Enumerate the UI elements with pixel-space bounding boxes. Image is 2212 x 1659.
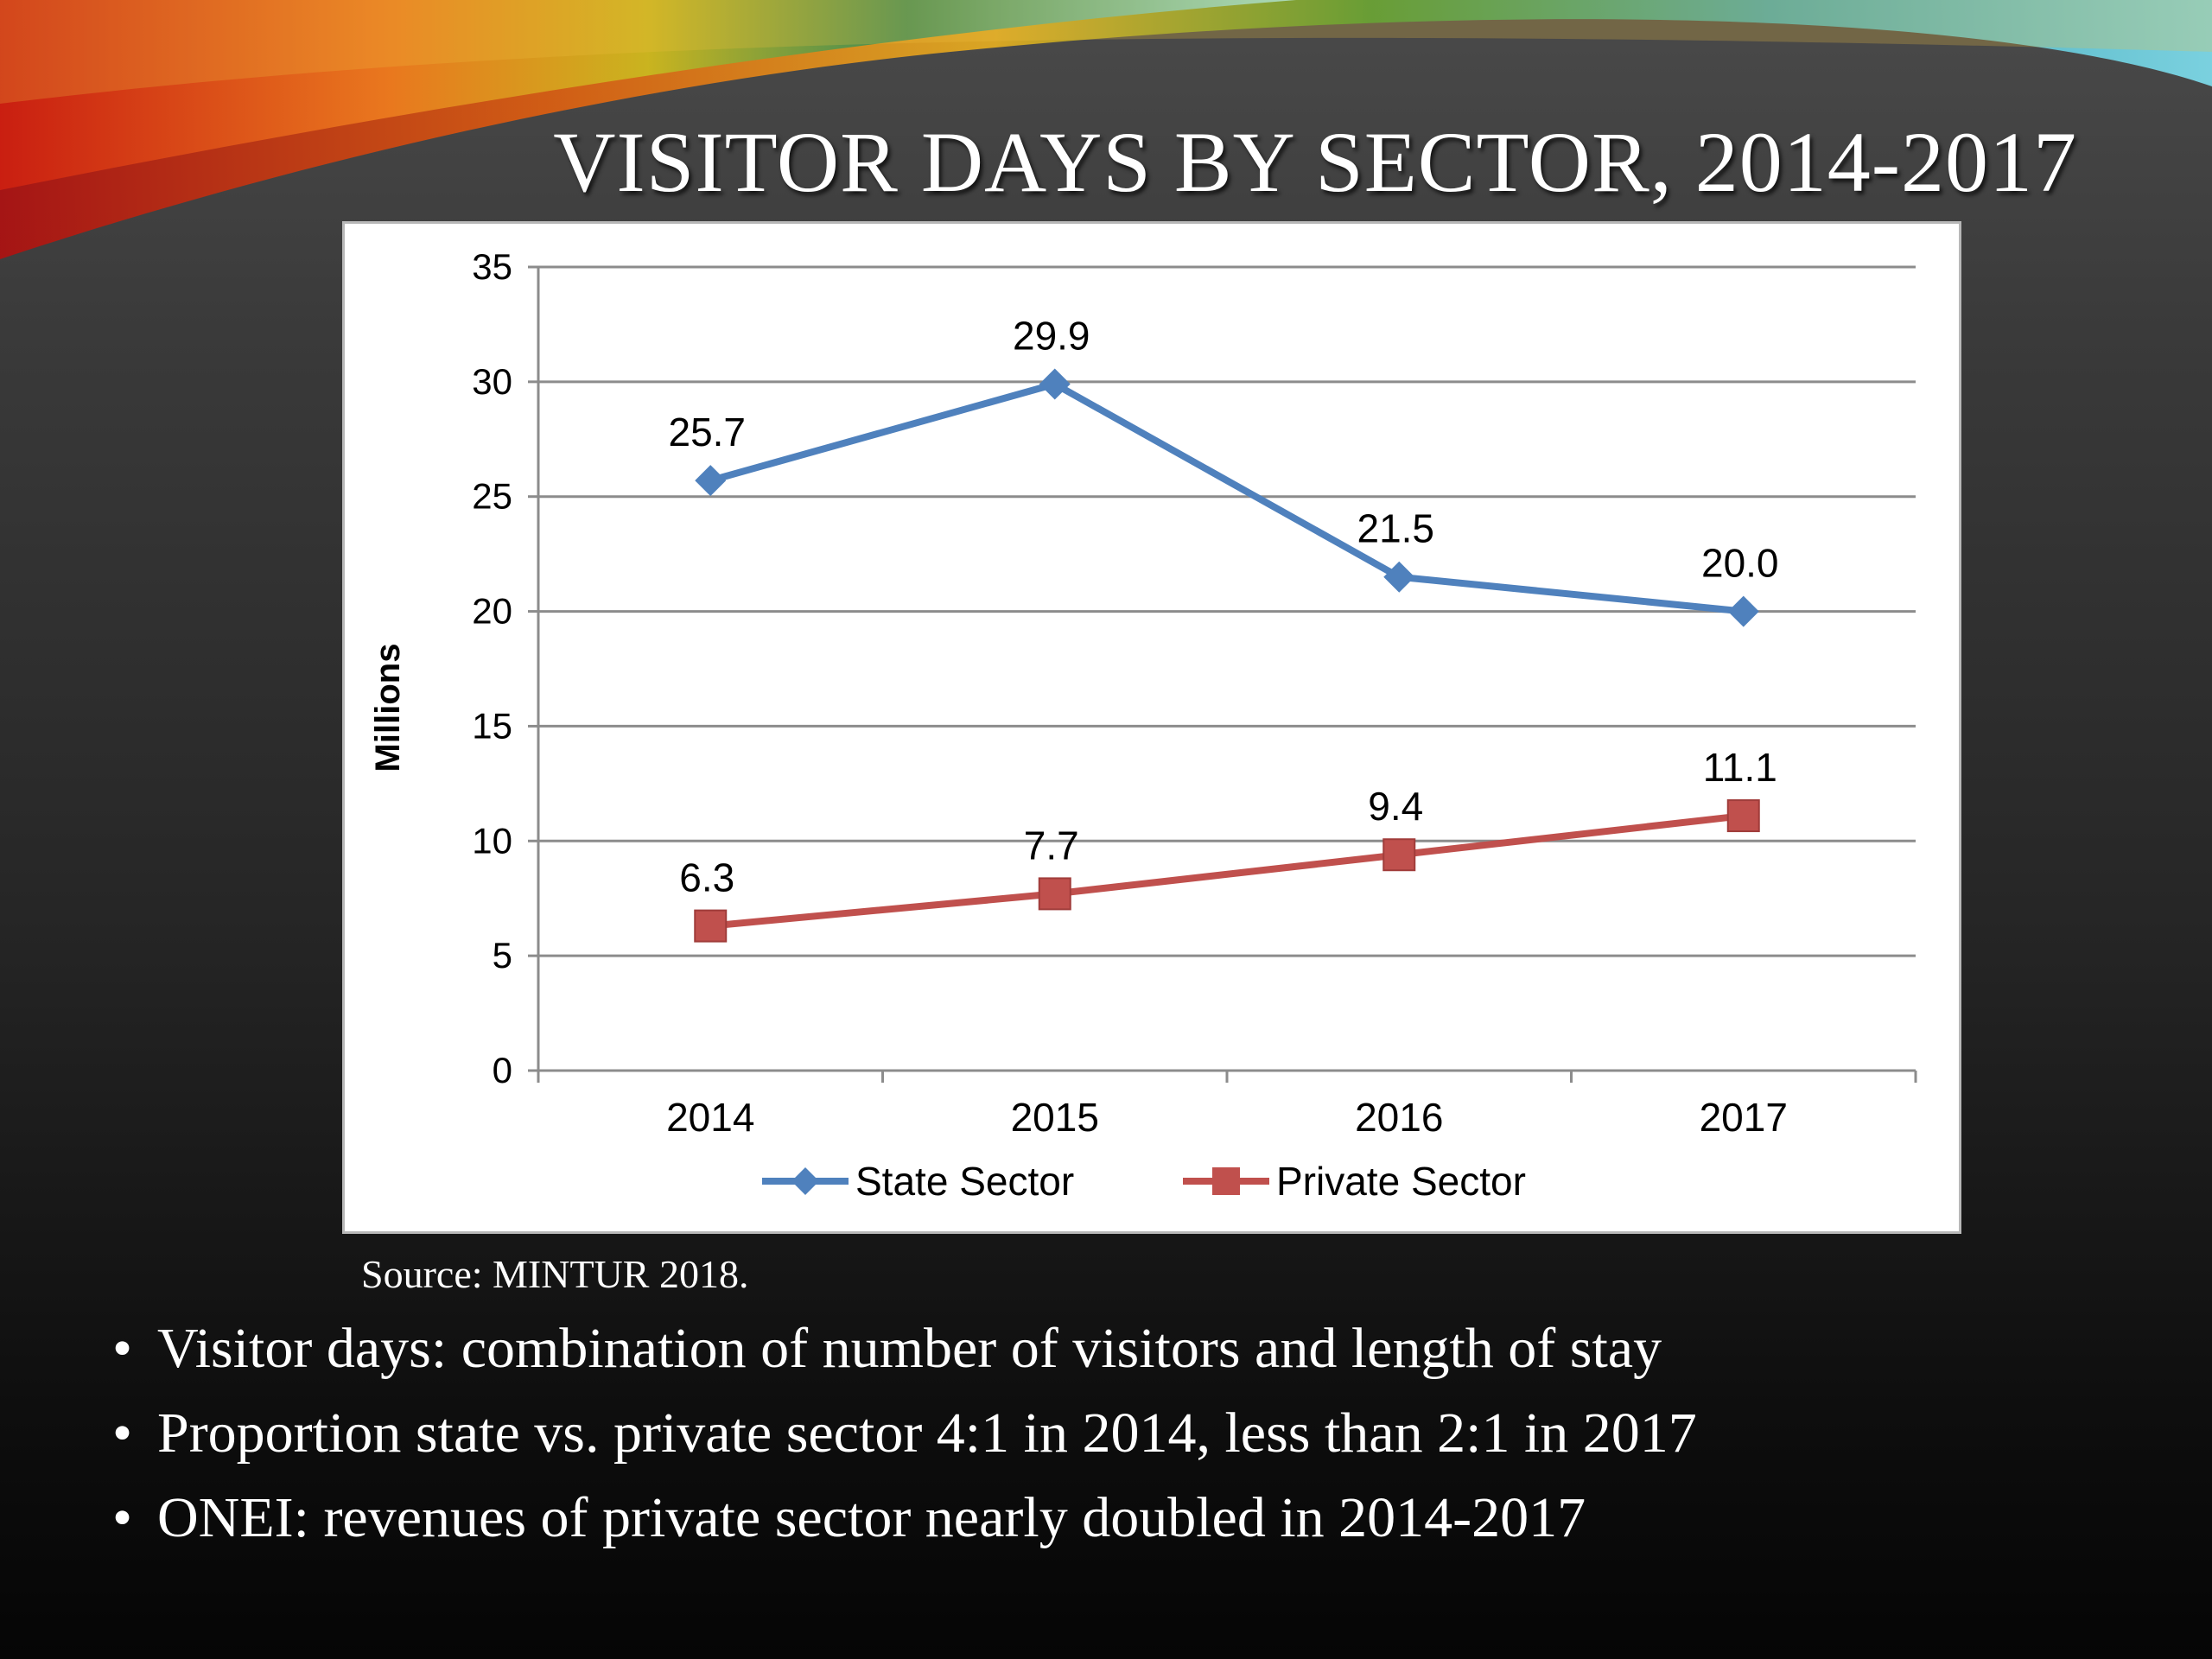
data-point-diamond (1383, 561, 1415, 593)
x-tick-label: 2017 (1700, 1095, 1788, 1140)
data-point-diamond (1727, 595, 1759, 627)
series-line (709, 380, 1745, 615)
bullet-item: • ONEI: revenues of private sector nearly… (112, 1476, 1697, 1560)
bullet-dot: • (112, 1402, 133, 1465)
y-tick-label: 35 (472, 246, 512, 287)
bullet-dot: • (112, 1317, 133, 1380)
axes: 0 5 10 15 20 25 30 35 2014 2015 2016 2017 (472, 246, 1917, 1140)
bullet-list: • Visitor days: combination of number of … (112, 1306, 1697, 1560)
chart-panel: 0 5 10 15 20 25 30 35 2014 2015 2016 2017 Millions … (342, 221, 1961, 1234)
y-axis-label: Millions (369, 644, 407, 772)
y-tick-label: 5 (493, 935, 512, 976)
series-state-sector: 25.7 29.9 21.5 20.0 (668, 314, 1779, 627)
bullet-item: • Proportion state vs. private sector 4:1… (112, 1391, 1697, 1476)
legend-label: State Sector (855, 1159, 1074, 1204)
legend-marker-diamond (791, 1167, 819, 1195)
source-note: Source: MINTUR 2018. (361, 1252, 749, 1296)
decorative-swoosh (0, 0, 2212, 259)
y-tick-label: 15 (472, 705, 512, 746)
x-tick-label: 2015 (1011, 1095, 1099, 1140)
data-point-square (1726, 799, 1760, 833)
data-label: 21.5 (1357, 506, 1434, 551)
data-point-square (1038, 877, 1071, 911)
y-tick-label: 10 (472, 820, 512, 861)
y-tick-label: 30 (472, 361, 512, 402)
data-label: 20.0 (1701, 541, 1779, 586)
slide-title: Visitor days by sector, 2014-2017 (553, 114, 2077, 210)
bullet-item: • Visitor days: combination of number of … (112, 1306, 1697, 1391)
series: 25.7 29.9 21.5 20.0 6.3 7.7 9.4 11.1 (668, 314, 1779, 943)
data-label: 29.9 (1013, 314, 1090, 359)
legend-label: Private Sector (1276, 1159, 1526, 1204)
x-tick-label: 2014 (666, 1095, 754, 1140)
series-private-sector: 6.3 7.7 9.4 11.1 (679, 745, 1777, 943)
y-tick-label: 20 (472, 591, 512, 632)
data-label: 25.7 (668, 410, 746, 454)
data-point-square (694, 909, 728, 943)
data-label: 6.3 (679, 855, 734, 900)
data-point-square (1382, 838, 1416, 872)
gridlines (538, 265, 1916, 957)
y-tick-label: 0 (493, 1050, 512, 1090)
data-point-diamond (695, 465, 727, 497)
legend: State Sector Private Sector (762, 1159, 1526, 1204)
data-label: 11.1 (1703, 745, 1777, 790)
y-tick-label: 25 (472, 476, 512, 517)
series-line (709, 812, 1745, 930)
legend-item: State Sector (762, 1159, 1074, 1204)
x-tick-label: 2016 (1355, 1095, 1443, 1140)
data-point-diamond (1039, 368, 1071, 400)
legend-marker-square (1212, 1167, 1240, 1195)
data-label: 7.7 (1024, 823, 1079, 868)
data-label: 9.4 (1368, 784, 1423, 829)
legend-item: Private Sector (1183, 1159, 1526, 1204)
bullet-dot: • (112, 1486, 133, 1549)
